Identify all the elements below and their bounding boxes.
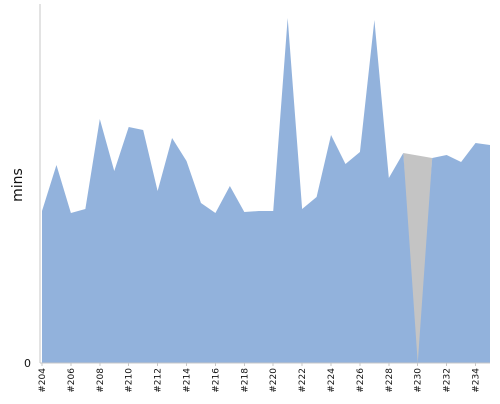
x-tick-label: #206 bbox=[67, 368, 77, 393]
x-tick-label: #212 bbox=[154, 368, 164, 393]
plot-area bbox=[42, 18, 490, 363]
y-axis-label: mins bbox=[10, 168, 26, 202]
x-tick-label: #220 bbox=[269, 368, 279, 393]
x-tick-label: #204 bbox=[38, 368, 48, 393]
x-tick-label: #226 bbox=[356, 368, 366, 393]
x-tick-label: #228 bbox=[385, 368, 395, 393]
y-tick-label: 0 bbox=[24, 357, 31, 370]
x-tick-label: #218 bbox=[240, 368, 250, 393]
x-tick-label: #230 bbox=[414, 368, 424, 393]
x-tick-label: #222 bbox=[298, 368, 308, 393]
x-tick-label: #234 bbox=[472, 368, 482, 393]
x-tick-label: #214 bbox=[183, 368, 193, 393]
x-tick-label: #232 bbox=[443, 368, 453, 393]
series-area-secondary-dip bbox=[403, 153, 433, 363]
x-tick-label: #224 bbox=[327, 368, 337, 393]
x-axis-ticks: #204 #206 #208 #210 #212 #214 #216 #218 #220 #222… bbox=[38, 363, 482, 393]
x-tick-label: #210 bbox=[125, 368, 135, 393]
x-tick-label: #216 bbox=[211, 368, 221, 393]
x-tick-label: #208 bbox=[96, 368, 106, 393]
series-area-main bbox=[42, 18, 490, 363]
